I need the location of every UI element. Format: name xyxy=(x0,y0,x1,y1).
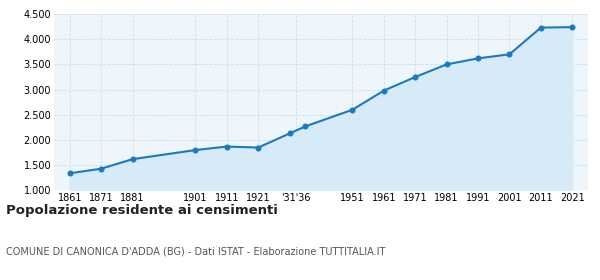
Text: Popolazione residente ai censimenti: Popolazione residente ai censimenti xyxy=(6,204,278,217)
Text: COMUNE DI CANONICA D'ADDA (BG) - Dati ISTAT - Elaborazione TUTTITALIA.IT: COMUNE DI CANONICA D'ADDA (BG) - Dati IS… xyxy=(6,246,385,256)
